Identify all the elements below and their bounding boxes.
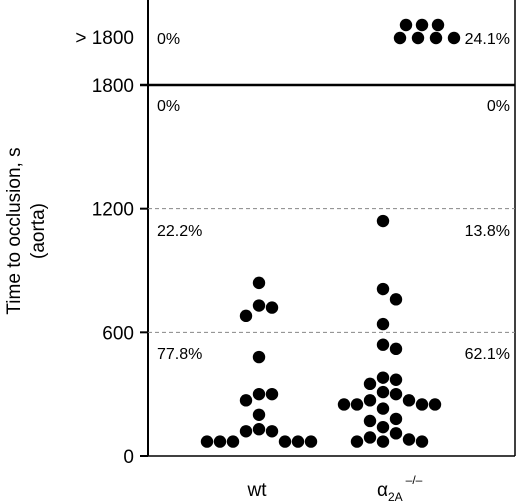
data-point	[337, 398, 351, 411]
data-point	[363, 394, 377, 407]
svg-text:α2A–/–: α2A–/–	[377, 473, 423, 503]
pct-label-wt: 22.2%	[157, 223, 202, 240]
data-point	[363, 414, 377, 428]
y-tick-label: 0	[123, 447, 134, 468]
y-axis-label-line1: Time to occlusion, s	[4, 147, 25, 314]
data-point	[376, 317, 390, 331]
data-point	[376, 420, 390, 434]
data-point-above-1800	[431, 18, 445, 32]
data-point	[376, 282, 390, 296]
pct-label-alpha2a: 13.8%	[465, 223, 510, 240]
percentage-labels: 0% 0% 22.2% 77.8% 24.1% 0% 13.8% 62.1%	[157, 31, 510, 363]
alpha-symbol: α	[377, 480, 388, 501]
data-point	[402, 394, 416, 407]
data-point	[304, 435, 318, 448]
data-points	[200, 18, 461, 448]
data-point	[239, 425, 253, 438]
data-point	[252, 387, 266, 401]
data-point	[265, 425, 279, 438]
y-axis-ticks: 0 600 1200 1800 > 1800	[75, 28, 148, 468]
data-point	[415, 398, 429, 411]
data-point	[389, 387, 403, 401]
y-tick-label: > 1800	[75, 28, 134, 49]
data-point	[350, 398, 364, 411]
data-point	[428, 398, 442, 411]
plot-frame	[140, 0, 516, 457]
alpha-superscript: –/–	[406, 473, 423, 487]
data-point	[291, 435, 305, 448]
data-point-above-1800	[429, 31, 443, 45]
y-axis-label-line2: (aorta)	[28, 203, 49, 259]
data-point	[252, 423, 266, 436]
data-point	[389, 427, 403, 440]
data-point	[402, 433, 416, 446]
data-point	[239, 394, 253, 407]
data-point	[376, 402, 390, 415]
data-point	[278, 435, 292, 448]
data-point	[265, 301, 279, 314]
x-category-label-wt: wt	[247, 480, 268, 501]
data-point-above-1800	[415, 18, 429, 32]
data-point-above-1800	[393, 31, 407, 45]
data-point	[252, 299, 266, 312]
pct-label-wt: 0%	[157, 98, 180, 115]
data-point	[265, 387, 279, 401]
data-point-above-1800	[447, 31, 461, 45]
data-point	[415, 435, 429, 448]
data-point	[376, 214, 390, 228]
y-tick-label: 1200	[92, 200, 134, 221]
x-category-label-alpha2a: α2A–/–	[377, 473, 423, 503]
pct-label-alpha2a: 0%	[487, 98, 510, 115]
data-point	[389, 412, 403, 426]
alpha-subscript: 2A	[388, 490, 403, 503]
data-point	[252, 350, 266, 364]
data-point	[376, 385, 390, 399]
data-point-above-1800	[411, 31, 425, 45]
data-point	[213, 435, 227, 448]
data-point	[252, 408, 266, 421]
data-point	[389, 342, 403, 356]
data-point	[389, 373, 403, 386]
data-point	[376, 435, 390, 448]
data-point	[389, 293, 403, 306]
data-point	[376, 371, 390, 384]
data-point-above-1800	[399, 18, 413, 32]
y-tick-label: 600	[102, 323, 134, 344]
pct-label-alpha2a: 62.1%	[465, 346, 510, 363]
data-point	[226, 435, 240, 448]
pct-label-wt: 77.8%	[157, 346, 202, 363]
pct-label-alpha2a: 24.1%	[465, 31, 510, 48]
y-tick-label: 1800	[92, 76, 134, 97]
data-point	[376, 338, 390, 351]
reference-lines	[148, 208, 515, 333]
data-point	[363, 377, 377, 391]
data-point	[239, 309, 253, 323]
data-point	[200, 435, 214, 448]
data-point	[252, 276, 266, 290]
data-point	[363, 431, 377, 444]
pct-label-wt: 0%	[157, 31, 180, 48]
data-point	[350, 435, 364, 448]
